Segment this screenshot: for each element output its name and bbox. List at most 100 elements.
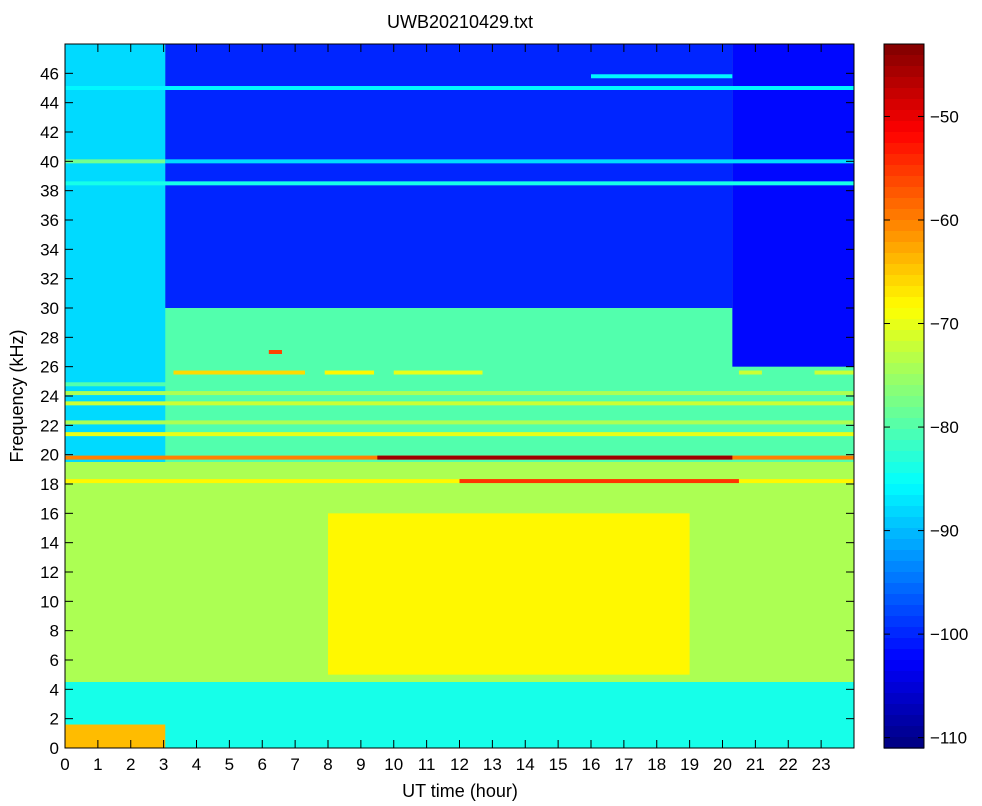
x-axis: 0 1 2 3 4 5 6 7 8 9 10 11 12 13 14 15 16 17 18 19 20 21 22 23 (60, 44, 831, 774)
colorbar-tick-label: −70 (930, 315, 959, 334)
y-tick-label: 14 (40, 534, 59, 553)
x-tick-label: 14 (516, 755, 535, 774)
tone-line (324, 370, 375, 375)
colorbar-swatch (884, 693, 924, 705)
colorbar-swatch (884, 253, 924, 265)
colorbar-swatch (884, 319, 924, 331)
colorbar-swatch (884, 132, 924, 144)
y-tick-label: 22 (40, 416, 59, 435)
colorbar-swatch (884, 440, 924, 452)
colorbar-swatch (884, 682, 924, 694)
tone-line (165, 159, 854, 164)
y-tick-label: 24 (40, 387, 59, 406)
x-tick-label: 21 (746, 755, 765, 774)
tone-line (65, 432, 854, 437)
spectrogram-plot-area (65, 44, 854, 748)
y-tick-label: 40 (40, 152, 59, 171)
tone-line (814, 370, 854, 375)
colorbar-swatch (884, 198, 924, 210)
x-tick-label: 22 (779, 755, 798, 774)
colorbar-swatch (884, 495, 924, 507)
colorbar-swatch (884, 407, 924, 419)
colorbar (884, 44, 924, 749)
x-tick-label: 5 (225, 755, 234, 774)
colorbar-swatch (884, 594, 924, 606)
colorbar-swatch (884, 110, 924, 122)
y-tick-label: 0 (50, 739, 59, 758)
colorbar-swatch (884, 616, 924, 628)
y-tick-label: 4 (50, 680, 59, 699)
heatmap-region (328, 513, 690, 675)
y-tick-label: 16 (40, 504, 59, 523)
colorbar-swatch (884, 330, 924, 342)
colorbar-swatch (884, 737, 924, 749)
colorbar-tick-label: −80 (930, 418, 959, 437)
y-tick-label: 2 (50, 710, 59, 729)
colorbar-swatch (884, 220, 924, 232)
colorbar-swatch (884, 473, 924, 485)
tone-line (738, 370, 762, 375)
colorbar-swatch (884, 286, 924, 298)
y-axis-label: Frequency (kHz) (7, 329, 27, 462)
colorbar-swatch (884, 704, 924, 716)
colorbar-swatch (884, 517, 924, 529)
colorbar-swatch (884, 352, 924, 364)
colorbar-tick-label: −60 (930, 211, 959, 230)
colorbar-swatch (884, 88, 924, 100)
colorbar-swatch (884, 660, 924, 672)
heatmap-region (732, 44, 854, 367)
colorbar-tick-label: −110 (930, 729, 967, 748)
colorbar-swatch (884, 638, 924, 650)
y-tick-label: 38 (40, 182, 59, 201)
colorbar-swatch (884, 264, 924, 276)
colorbar-swatch (884, 429, 924, 441)
colorbar-swatch (884, 605, 924, 617)
y-axis: 0246810121416182022242628303234363840424… (40, 64, 854, 758)
colorbar-tick-label: −50 (930, 107, 959, 126)
colorbar-swatch (884, 55, 924, 67)
colorbar-swatch (884, 231, 924, 243)
colorbar-swatch (884, 275, 924, 287)
colorbar-axis: −50 −60 −70 −80 −90 −100 −110 (884, 107, 968, 748)
colorbar-swatch (884, 154, 924, 166)
colorbar-swatch (884, 396, 924, 408)
x-tick-label: 9 (356, 755, 365, 774)
x-tick-label: 2 (126, 755, 135, 774)
x-tick-label: 16 (582, 755, 601, 774)
x-tick-label: 12 (450, 755, 469, 774)
x-axis-label: UT time (hour) (402, 781, 518, 801)
x-tick-label: 19 (680, 755, 699, 774)
y-tick-label: 8 (50, 622, 59, 641)
colorbar-swatch (884, 671, 924, 683)
colorbar-swatch (884, 451, 924, 463)
colorbar-tick-label: −90 (930, 522, 959, 541)
colorbar-swatch (884, 121, 924, 133)
tone-line (65, 391, 854, 396)
colorbar-swatch (884, 418, 924, 430)
colorbar-swatch (884, 176, 924, 188)
heatmap-region (65, 682, 854, 748)
tone-line (268, 350, 282, 354)
colorbar-swatch (884, 209, 924, 221)
y-tick-label: 26 (40, 358, 59, 377)
y-tick-label: 12 (40, 563, 59, 582)
y-tick-label: 20 (40, 446, 59, 465)
colorbar-swatch (884, 715, 924, 727)
colorbar-swatch (884, 550, 924, 562)
colorbar-frame (883, 43, 925, 749)
x-tick-label: 8 (323, 755, 332, 774)
colorbar-swatch (884, 484, 924, 496)
chart-title: UWB20210429.txt (387, 12, 533, 32)
colorbar-swatch (884, 44, 924, 56)
colorbar-swatch (884, 583, 924, 595)
colorbar-swatch (884, 77, 924, 89)
tone-line (65, 159, 166, 164)
x-tick-label: 7 (290, 755, 299, 774)
heatmap-region (165, 44, 733, 308)
tone-line (65, 86, 854, 90)
colorbar-swatch (884, 572, 924, 584)
colorbar-swatch (884, 374, 924, 386)
colorbar-swatch (884, 341, 924, 353)
y-tick-label: 42 (40, 123, 59, 142)
